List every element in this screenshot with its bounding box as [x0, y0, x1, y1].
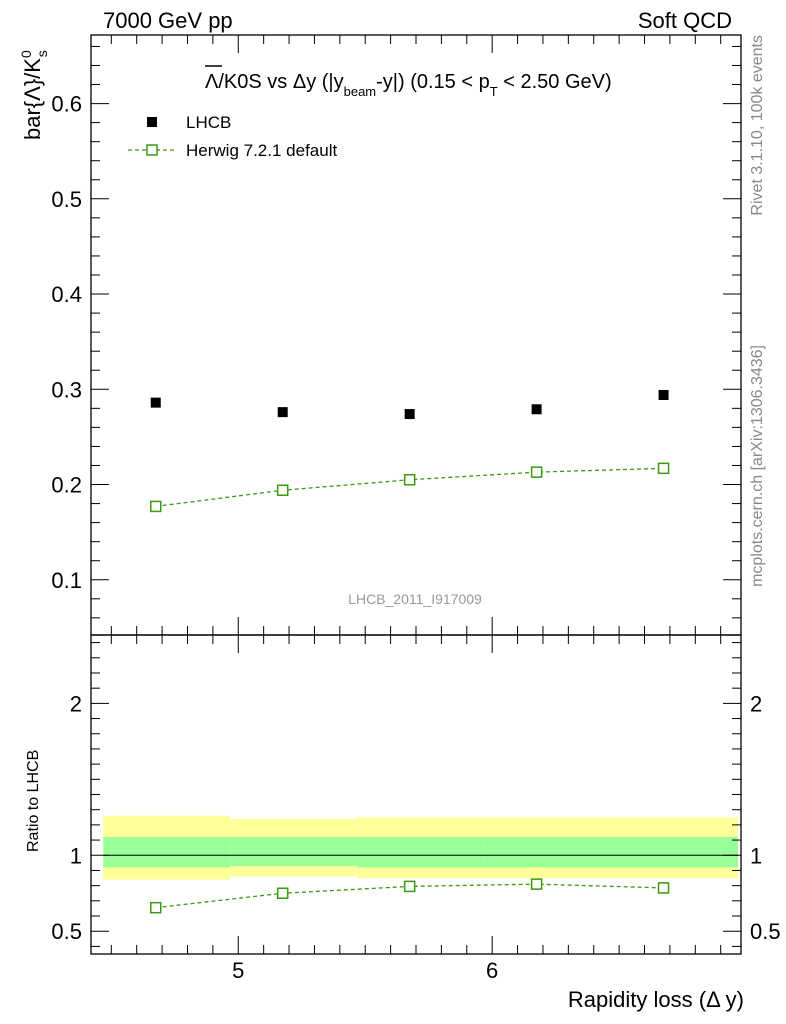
ratio-herwig-point [530, 878, 543, 890]
ratio-herwig-point [403, 880, 416, 893]
ratio-y-tick-label-right: 0.5 [750, 919, 781, 944]
title-lambda: Λ [205, 71, 219, 93]
y-tick-label: 0.4 [51, 282, 82, 307]
y-tick-label: 0.3 [51, 377, 82, 402]
ratio-y-tick-label-right: 1 [750, 843, 762, 868]
xlabel: Rapidity loss (Δ y) [568, 987, 744, 1012]
legend-label-lhcb: LHCB [186, 113, 231, 132]
analysis-id: LHCB_2011_I917009 [348, 591, 482, 607]
ylabel-sub: s [34, 50, 50, 57]
title-part-a: /K0S vs Δy (|y [218, 71, 343, 93]
herwig-point [403, 474, 416, 486]
lhcb-point [531, 404, 542, 415]
lhcb-point [404, 409, 415, 420]
ratio-y-tick-label-right: 2 [750, 691, 762, 716]
title-part-c: < 2.50 GeV) [498, 71, 612, 93]
ratio-band-inner [103, 837, 231, 868]
herwig-point [657, 462, 670, 475]
lhcb-point [658, 390, 669, 400]
legend-label-herwig: Herwig 7.2.1 default [186, 141, 337, 160]
ratio-band-inner [484, 837, 612, 868]
herwig-point [530, 466, 543, 478]
ratio-herwig-point [276, 887, 289, 899]
x-tick-label: 6 [486, 958, 498, 983]
herwig-point [276, 484, 289, 496]
process-label: Soft QCD [638, 8, 732, 33]
ylabel-sup: 0 [18, 50, 34, 58]
plot-title: Λ/K0S vs Δy (|ybeam-y|) (0.15 < pT < 2.5… [205, 71, 612, 99]
main-ylabel: bar{Λ}/K0s [18, 50, 50, 140]
herwig-point [149, 500, 162, 513]
collision-label: 7000 GeV pp [103, 8, 233, 33]
mcplots-label: mcplots.cern.ch [arXiv:1306.3436] [749, 345, 766, 587]
y-tick-label: 0.2 [51, 473, 82, 498]
lhcb-point [277, 407, 288, 418]
y-tick-label: 0.1 [51, 568, 82, 593]
legend-marker-herwig [146, 144, 158, 156]
ratio-herwig-point [657, 882, 670, 894]
y-tick-label: 0.5 [51, 187, 82, 212]
ratio-band-inner [230, 837, 358, 866]
x-tick-label: 5 [232, 958, 244, 983]
ratio-band-inner [357, 837, 485, 868]
ratio-y-tick-label: 0.5 [51, 919, 82, 944]
ratio-y-tick-label: 1 [70, 843, 82, 868]
lhcb-point [150, 397, 161, 408]
ylabel-main: bar{Λ}/K [20, 58, 45, 140]
ratio-y-tick-label: 2 [70, 691, 82, 716]
legend-marker-lhcb [147, 117, 157, 127]
y-tick-label: 0.6 [51, 92, 82, 117]
rivet-label: Rivet 3.1.10, 100k events [749, 35, 766, 216]
ratio-band-inner [611, 837, 739, 868]
title-part-b: -y|) (0.15 < p [376, 71, 490, 93]
title-sub-beam: beam [344, 84, 377, 99]
ratio-frame [90, 634, 742, 955]
title-sub-t: T [490, 84, 498, 99]
ratio-ylabel: Ratio to LHCB [25, 750, 42, 852]
ratio-herwig-point [149, 901, 162, 914]
